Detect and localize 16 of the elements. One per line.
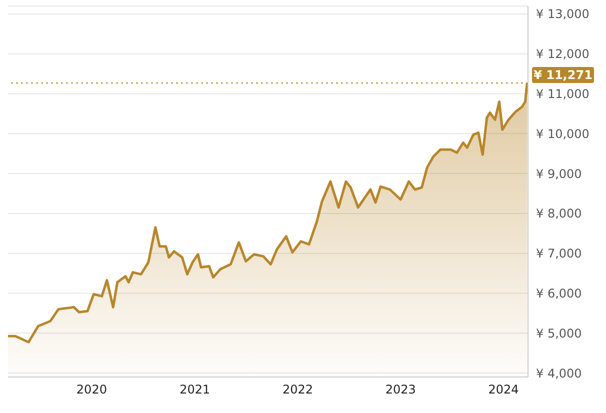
- y-tick-label: ¥ 11,000: [536, 87, 590, 102]
- x-tick-label: 2023: [385, 382, 416, 397]
- y-tick-label: ¥ 6,000: [536, 286, 582, 300]
- x-tick-label: 2021: [180, 382, 210, 397]
- y-tick-label: ¥ 5,000: [536, 326, 582, 340]
- y-tick-label: ¥ 7,000: [536, 246, 582, 261]
- ref-line-label: ¥ 11,271: [534, 68, 592, 82]
- y-tick-label: ¥ 13,000: [536, 7, 590, 22]
- y-tick-label: ¥ 4,000: [536, 366, 582, 380]
- x-tick-label: 2022: [282, 382, 314, 397]
- x-tick-label: 2020: [76, 382, 107, 397]
- y-tick-label: ¥ 9,000: [536, 166, 582, 181]
- y-tick-label: ¥ 8,000: [536, 206, 582, 221]
- y-tick-label: ¥ 12,000: [536, 47, 590, 62]
- x-tick-label: 2024: [488, 382, 519, 397]
- y-tick-label: ¥ 10,000: [536, 126, 590, 141]
